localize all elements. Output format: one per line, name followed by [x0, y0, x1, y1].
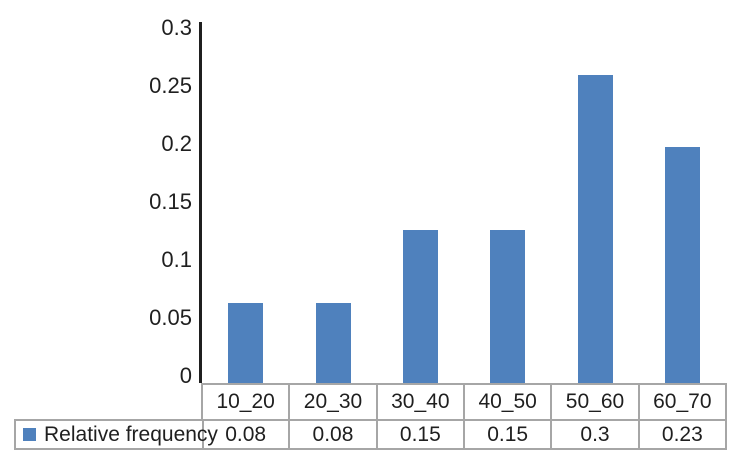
value-cell: 0.15 — [377, 421, 463, 448]
bar-10_20 — [228, 303, 264, 383]
value-cell: 0.23 — [639, 421, 725, 448]
value-cell: 0.15 — [465, 421, 551, 448]
category-cell: 20_30 — [290, 385, 376, 419]
value-cell: 0.3 — [552, 421, 638, 448]
category-cell: 10_20 — [203, 385, 289, 419]
y-axis-tick-label: 0.3 — [161, 15, 192, 40]
bar-20_30 — [315, 303, 351, 383]
bar-40_50 — [490, 230, 526, 383]
y-axis-tick-label: 0.25 — [149, 73, 192, 98]
value-cell: 0.08 — [290, 421, 376, 448]
plot-area — [201, 0, 727, 383]
category-cell: 40_50 — [465, 385, 551, 419]
y-axis-tick-label: 0.05 — [149, 305, 192, 330]
legend-swatch-icon — [23, 428, 36, 441]
y-axis-tick-label: 0 — [179, 363, 192, 388]
bar-50_60 — [577, 74, 613, 383]
category-cell: 30_40 — [377, 385, 463, 419]
y-axis-line — [199, 22, 202, 383]
y-axis-tick-label: 0.1 — [161, 247, 192, 272]
data-table: 10_20 20_30 30_40 40_50 50_60 60_70 0.08 0.08 0.… — [201, 383, 727, 450]
bar-60_70 — [664, 146, 700, 383]
y-axis-tick-label: 0.15 — [149, 189, 192, 214]
legend-cell: Relative frequency — [14, 419, 218, 450]
bar-30_40 — [402, 230, 438, 383]
category-cell: 60_70 — [639, 385, 725, 419]
value-cell: 0.08 — [203, 421, 289, 448]
y-axis-tick-label: 0.2 — [161, 131, 192, 156]
category-cell: 50_60 — [552, 385, 638, 419]
legend-label: Relative frequency — [44, 422, 218, 446]
